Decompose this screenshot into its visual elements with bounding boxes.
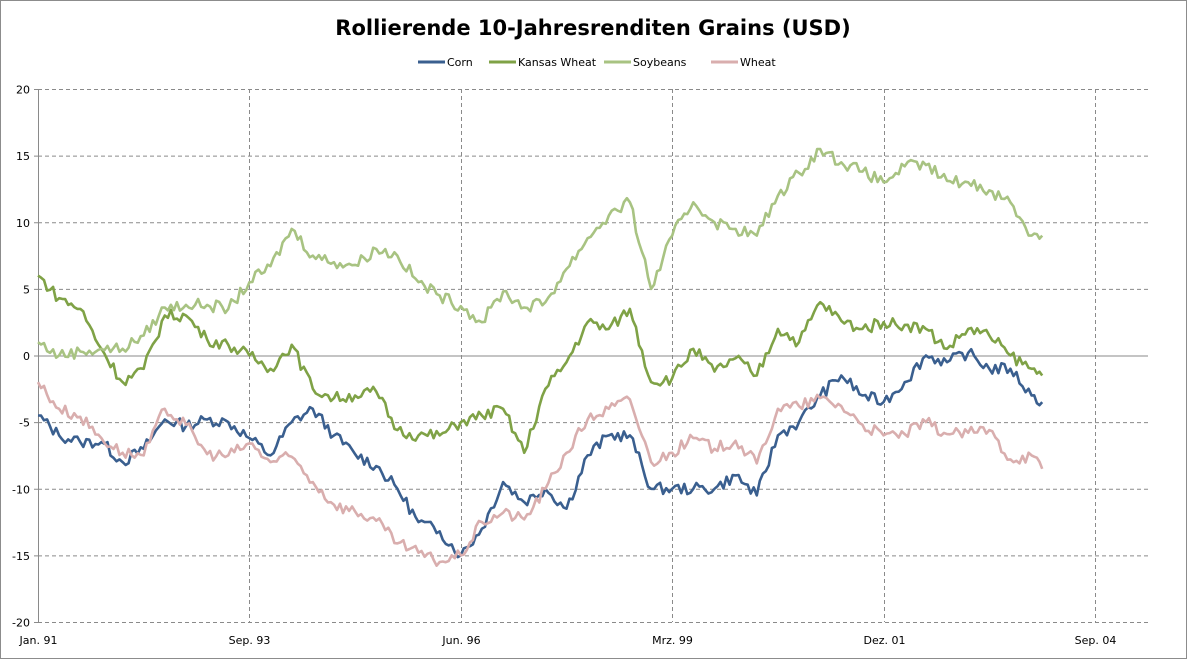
series-lines	[36, 147, 1044, 568]
y-tick-label: -10	[12, 483, 30, 496]
legend: Corn Kansas Wheat Soybeans Wheat	[418, 56, 776, 69]
x-tick-label: Dez. 01	[863, 634, 905, 647]
x-tick-label: Sep. 04	[1075, 634, 1117, 647]
y-tick-label: 0	[23, 350, 30, 363]
axes: 20 15 10 5 0 -5 -10 -15 -20 Jan. 91 Sep. 93 Jun. 96…	[12, 84, 1116, 648]
y-tick-label: 15	[16, 150, 30, 163]
legend-label: Kansas Wheat	[518, 56, 597, 69]
legend-item-wheat: Wheat	[711, 56, 776, 69]
legend-label: Wheat	[740, 56, 776, 69]
y-tick-label: -5	[19, 417, 30, 430]
x-tick-label: Jun. 96	[441, 634, 480, 647]
legend-item-kansas-wheat: Kansas Wheat	[489, 56, 597, 69]
x-tick-label: Mrz. 99	[652, 634, 693, 647]
series-line-soybeans	[37, 147, 1044, 360]
legend-label: Soybeans	[633, 56, 687, 69]
legend-item-corn: Corn	[418, 56, 473, 69]
legend-item-soybeans: Soybeans	[604, 56, 687, 69]
y-tick-label: -15	[12, 550, 30, 563]
gridlines	[38, 89, 1148, 623]
y-tick-label: 5	[23, 283, 30, 296]
y-tick-label: 10	[16, 217, 30, 230]
series-line-wheat	[36, 381, 1044, 568]
chart-title: Rollierende 10-Jahresrenditen Grains (US…	[335, 16, 850, 40]
series-line-corn	[37, 347, 1044, 559]
x-tick-label: Jan. 91	[19, 634, 58, 647]
y-tick-label: 20	[16, 84, 30, 97]
x-tick-label: Sep. 93	[229, 634, 271, 647]
y-tick-label: -20	[12, 617, 30, 630]
legend-label: Corn	[447, 56, 473, 69]
series-line-kansas-wheat	[37, 274, 1044, 455]
